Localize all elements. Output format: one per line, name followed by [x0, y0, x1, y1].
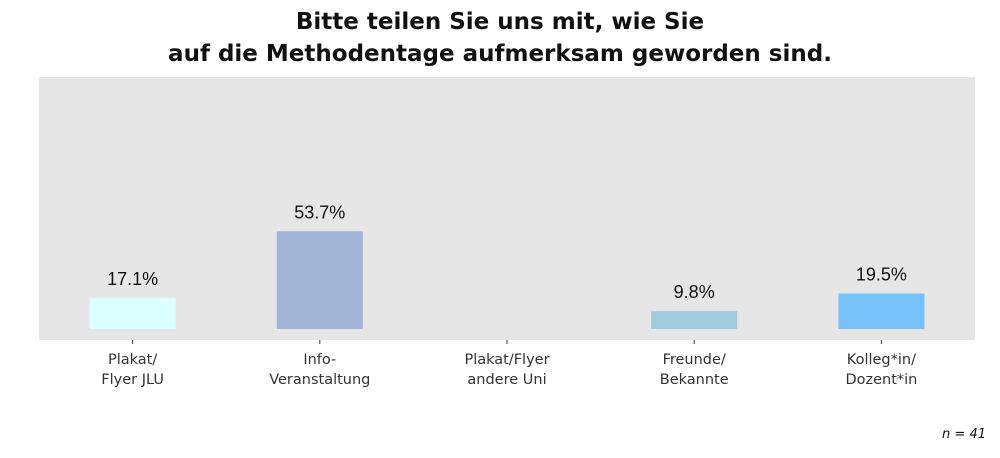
x-tick-label: Freunde/Bekannte	[660, 352, 729, 388]
bar-value-label: 19.5%	[856, 265, 907, 285]
bar	[651, 311, 738, 329]
bar-value-label: 53.7%	[294, 202, 345, 222]
x-tick-label: Info-Veranstaltung	[269, 352, 370, 388]
x-tick-label: Plakat/Flyer andere Uni	[464, 352, 549, 388]
x-tick-label: Plakat/Flyer JLU	[101, 352, 164, 388]
sample-size-label: n = 41	[942, 427, 986, 442]
bar-value-label: 9.8%	[674, 282, 715, 302]
chart-title-line-2: auf die Methodentage aufmerksam geworden…	[168, 41, 832, 67]
plot-background	[39, 77, 975, 340]
bar	[276, 231, 363, 329]
bar	[89, 297, 176, 329]
chart-title-line-1: Bitte teilen Sie uns mit, wie Sie	[295, 9, 705, 35]
x-tick-label: Kolleg*in/Dozent*in	[845, 352, 917, 388]
bar-value-label: 17.1%	[107, 269, 158, 289]
chart-title: Bitte teilen Sie uns mit, wie Sie auf di…	[0, 6, 1000, 70]
bar	[838, 293, 925, 329]
